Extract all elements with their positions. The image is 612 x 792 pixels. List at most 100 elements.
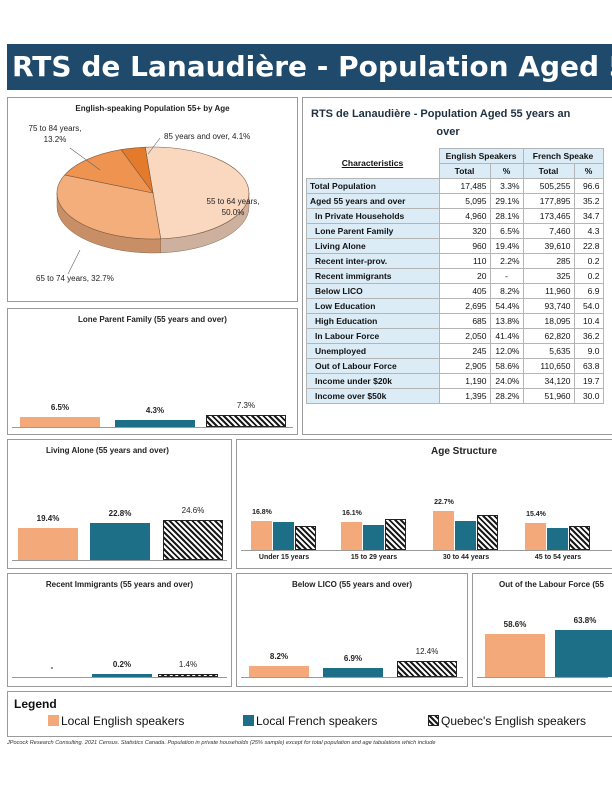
cell: 685	[438, 313, 491, 329]
bar-value-label: -	[50, 663, 54, 672]
characteristics-table-panel: RTS de Lanaudière - Population Aged 55 y…	[302, 97, 612, 435]
row-label: Out of Labour Force	[306, 358, 440, 374]
cell: 405	[438, 283, 491, 299]
cell: 173,465	[522, 208, 575, 224]
cell: 28.2%	[489, 388, 524, 404]
cell: 19.7	[573, 373, 604, 389]
row-label: Low Education	[306, 298, 440, 314]
chart-baseline	[12, 560, 227, 561]
cell: 39,610	[522, 238, 575, 254]
bar-french	[90, 522, 150, 560]
legend-label-french: Local French speakers	[256, 714, 378, 728]
pie-label-65-74: 65 to 74 years, 32.7%	[36, 274, 114, 283]
cell: 1,190	[438, 373, 491, 389]
bar-value-label: 22.7%	[434, 498, 454, 506]
bar-value-label: 4.3%	[145, 406, 165, 416]
bar-quebec	[569, 525, 590, 550]
bar-french	[363, 524, 384, 550]
cell: 0.2	[573, 253, 604, 269]
living-alone-title: Living Alone (55 years and over)	[46, 446, 169, 455]
bar-english	[341, 522, 362, 550]
living-alone-panel: Living Alone (55 years and over) 19.4% 22…	[7, 439, 232, 569]
chart-baseline	[241, 677, 463, 678]
bar-quebec	[477, 514, 498, 550]
cell: 29.1%	[489, 193, 524, 209]
table-row: In Private Households 4,960 28.1% 173,465 34…	[306, 208, 604, 224]
bar-value-label: 16.1%	[342, 510, 362, 518]
lone-parent-title: Lone Parent Family (55 years and over)	[78, 315, 227, 324]
cell: 8.2%	[489, 283, 524, 299]
row-label: Living Alone	[306, 238, 440, 254]
cell: 22.8	[573, 238, 604, 254]
bar-value-label: 22.8%	[108, 508, 132, 518]
cell: 2.2%	[489, 253, 524, 269]
col-french-speakers: French Speake	[522, 148, 604, 164]
cell: 245	[438, 343, 491, 359]
chart-baseline	[12, 677, 227, 678]
category-label: 30 to 44 years	[442, 554, 490, 561]
cell: 7,460	[522, 223, 575, 239]
cell: 10.4	[573, 313, 604, 329]
category-label: 15 to 29 years	[350, 554, 398, 561]
lone-parent-panel: Lone Parent Family (55 years and over) 6…	[7, 308, 298, 435]
cell: 110,650	[522, 358, 575, 374]
out-of-labour-force-title: Out of the Labour Force (55	[499, 580, 604, 589]
cell: 177,895	[522, 193, 575, 209]
cell: 30.0	[573, 388, 604, 404]
cell: 35.2	[573, 193, 604, 209]
cell: 110	[438, 253, 491, 269]
pie-slice	[144, 146, 250, 240]
legend-item-english: Local English speakers	[48, 714, 184, 728]
bar-french	[323, 667, 383, 677]
page-title: RTS de Lanaudière - Population Aged 55	[7, 44, 612, 90]
cell: 54.4%	[489, 298, 524, 314]
cell: 41.4%	[489, 328, 524, 344]
cell: 54.0	[573, 298, 604, 314]
cell: 2,695	[438, 298, 491, 314]
row-label: Below LICO	[306, 283, 440, 299]
pie-label-55-64: 55 to 64 years, 50.0%	[206, 197, 260, 217]
bar-value-label: 7.3%	[236, 401, 256, 411]
cell: 51,960	[522, 388, 575, 404]
bar-value-label: 19.4%	[36, 514, 60, 524]
cell: 2,050	[438, 328, 491, 344]
table-row: Lone Parent Family 320 6.5% 7,460 4.3	[306, 223, 604, 239]
bar-french	[455, 520, 476, 550]
legend-item-french: Local French speakers	[243, 714, 377, 728]
age-structure-panel: Age Structure 16.8% Under 15 years 16.1% 15…	[236, 439, 612, 569]
legend-title: Legend	[14, 697, 57, 711]
pie-leader-line	[67, 249, 81, 275]
cell: 28.1%	[489, 208, 524, 224]
chart-baseline	[12, 427, 293, 428]
cell: 20	[438, 268, 491, 284]
pie-chart	[56, 137, 250, 275]
out-of-labour-force-panel: Out of the Labour Force (55 58.6% 63.8%	[472, 573, 612, 687]
cell: 34,120	[522, 373, 575, 389]
cell: 17,485	[438, 178, 491, 194]
bar-value-label: 12.4%	[415, 646, 439, 656]
table-row: Recent immigrants 20-325 0.2	[306, 268, 604, 284]
table-row: Low Education 2,695 54.4% 93,740 54.0	[306, 298, 604, 314]
cell: 0.2	[573, 268, 604, 284]
cell: 19.4%	[489, 238, 524, 254]
bar-value-label: 6.5%	[50, 402, 70, 412]
cell: 9.0	[573, 343, 604, 359]
cell: 4.3	[573, 223, 604, 239]
table-row: Aged 55 years and over 5,095 29.1% 177,895 3…	[306, 193, 604, 209]
bar-french	[92, 674, 152, 677]
cell: 1,395	[438, 388, 491, 404]
cell: 24.0%	[489, 373, 524, 389]
table-row: Unemployed 245 12.0% 5,635 9.0	[306, 343, 604, 359]
bar-french	[547, 528, 568, 550]
row-label: Recent inter-prov.	[306, 253, 440, 269]
table-row: Income under $20k 1,190 24.0% 34,120 19.7	[306, 373, 604, 389]
sub-fr-total: Total	[522, 163, 575, 179]
legend-label-english: Local English speakers	[61, 714, 185, 728]
pie-label-75-84: 75 to 84 years, 13.2%	[28, 124, 82, 144]
table-row: Total Population 17,485 3.3% 505,255 96.6	[306, 178, 604, 194]
bar-english	[525, 523, 546, 550]
table-row: Income over $50k 1,395 28.2% 51,960 30.0	[306, 388, 604, 404]
row-label: In Private Households	[306, 208, 440, 224]
legend-swatch-english	[48, 715, 59, 726]
living-alone-bars: 19.4% 22.8% 24.6%	[8, 440, 231, 568]
